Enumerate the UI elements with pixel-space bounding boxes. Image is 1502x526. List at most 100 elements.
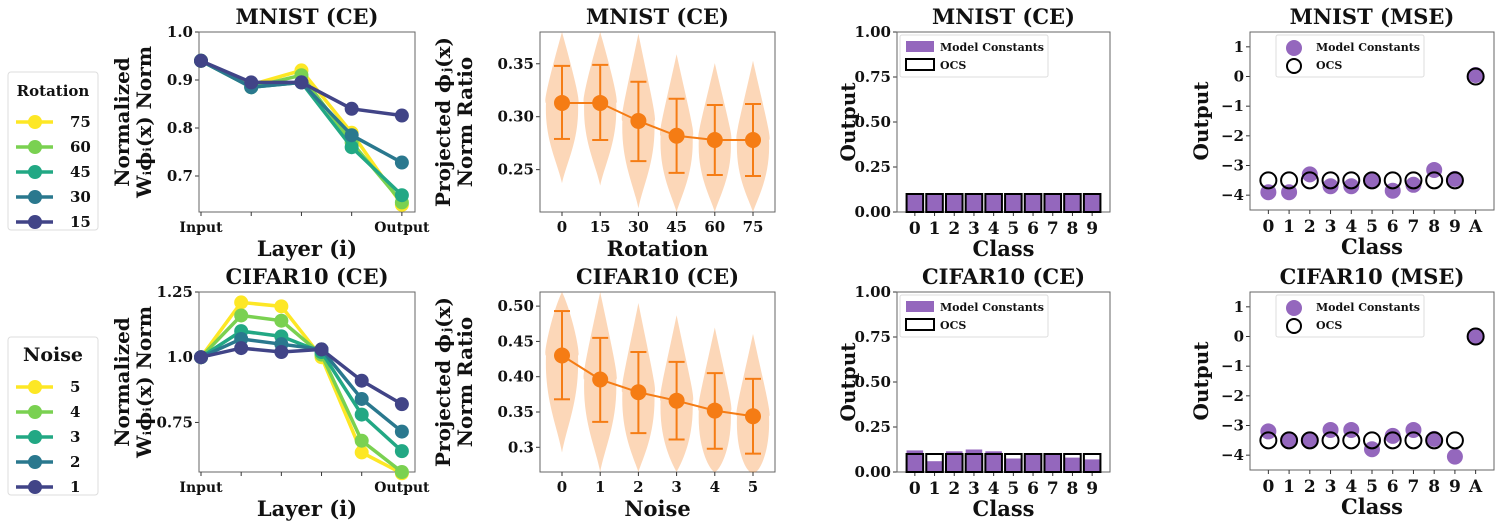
x-tick-label: 9 bbox=[1449, 477, 1461, 497]
y-tick-label: 0.9 bbox=[167, 71, 193, 89]
x-tick-label: 2 bbox=[948, 219, 960, 239]
x-tick-label: 45 bbox=[666, 218, 687, 236]
x-tick-label: 1 bbox=[1283, 217, 1295, 237]
y-tick-label: 0.75 bbox=[156, 413, 193, 431]
x-tick-label: 1 bbox=[595, 478, 605, 496]
bar-model-constant bbox=[926, 461, 943, 472]
point-ocs bbox=[1259, 171, 1278, 190]
x-tick-label: 8 bbox=[1428, 217, 1440, 237]
bar-model-constant bbox=[1064, 457, 1081, 472]
series-line-3 bbox=[200, 329, 404, 453]
point-model-constant bbox=[1281, 432, 1298, 449]
legend-frame bbox=[899, 34, 1049, 78]
x-tick-label: 7 bbox=[1408, 217, 1420, 237]
legend-label: 30 bbox=[70, 188, 91, 206]
bar-model-constant bbox=[985, 194, 1002, 212]
x-tick-label: 4 bbox=[710, 478, 720, 496]
plot-frame bbox=[539, 291, 776, 473]
legend-swatch-ocs bbox=[905, 318, 935, 331]
x-tick-label: Output bbox=[374, 480, 430, 496]
x-tick-label: 8 bbox=[1067, 479, 1079, 499]
legend: Rotation 75 60 45 30 15 bbox=[7, 71, 99, 231]
legend-label: 4 bbox=[70, 403, 80, 421]
legend: Model Constants OCS bbox=[1275, 34, 1425, 78]
bar-model-constant bbox=[965, 449, 983, 472]
bar-ocs bbox=[905, 193, 925, 213]
point-model-constant bbox=[1384, 427, 1401, 444]
point-model-constant bbox=[1301, 166, 1318, 183]
x-tick-label: 2 bbox=[948, 479, 960, 499]
y-tick-label: 0.30 bbox=[497, 108, 534, 126]
data-point bbox=[244, 75, 259, 90]
bar-ocs bbox=[1082, 193, 1102, 213]
legend-label: 45 bbox=[70, 163, 91, 181]
x-tick-label: 9 bbox=[1086, 479, 1098, 499]
legend-marker bbox=[28, 115, 42, 129]
x-tick-label: 7 bbox=[1408, 477, 1420, 497]
y-axis-label: Norm Ratio bbox=[453, 57, 477, 188]
y-tick-label: 1.0 bbox=[167, 348, 193, 366]
legend-marker bbox=[28, 380, 42, 394]
bar-model-constant bbox=[1005, 194, 1022, 212]
point-model-constant bbox=[1405, 176, 1422, 193]
legend-marker-ocs bbox=[1286, 58, 1302, 74]
data-point bbox=[344, 128, 359, 143]
bar-model-constant bbox=[1044, 454, 1062, 472]
legend-marker bbox=[28, 480, 42, 494]
data-point bbox=[314, 342, 329, 357]
y-tick-label: 0.3 bbox=[508, 438, 534, 456]
y-tick-label: −3 bbox=[1221, 417, 1244, 435]
legend-label: 15 bbox=[70, 213, 91, 231]
y-axis-label: Wᵢϕᵢ(x) Norm bbox=[132, 306, 156, 459]
data-point bbox=[394, 188, 409, 203]
data-point bbox=[344, 140, 359, 155]
legend-label: OCS bbox=[1316, 319, 1342, 332]
legend-frame bbox=[899, 294, 1049, 338]
y-tick-label: 0.45 bbox=[497, 332, 534, 350]
data-point bbox=[394, 108, 409, 123]
x-tick-label: 1 bbox=[1283, 477, 1295, 497]
x-tick-label: 9 bbox=[1086, 219, 1098, 239]
y-tick-label: 0.25 bbox=[497, 161, 534, 179]
point-model-constant bbox=[1467, 67, 1484, 84]
y-axis-label: Normalized bbox=[110, 317, 134, 447]
x-axis-label: Class bbox=[973, 236, 1035, 261]
legend-title: Noise bbox=[23, 344, 83, 366]
data-point bbox=[354, 373, 369, 388]
subplot-title: CIFAR10 (CE) bbox=[922, 264, 1085, 289]
y-tick-label: 0.35 bbox=[497, 403, 534, 421]
legend-swatch-ocs bbox=[905, 58, 935, 71]
y-tick-label: −1 bbox=[1221, 97, 1244, 115]
legend-marker-model bbox=[1286, 40, 1302, 56]
legend-swatch-model bbox=[906, 301, 934, 312]
y-tick-label: 0.7 bbox=[167, 167, 193, 185]
data-point bbox=[354, 391, 369, 406]
bar-ocs bbox=[1043, 193, 1063, 213]
legend: Model Constants OCS bbox=[899, 294, 1049, 338]
x-tick-label: 0 bbox=[909, 479, 921, 499]
legend-label: Model Constants bbox=[940, 41, 1044, 54]
x-axis-label: Class bbox=[973, 496, 1035, 521]
mean-point bbox=[706, 402, 723, 419]
x-tick-label: Input bbox=[179, 220, 223, 236]
x-tick-label: 9 bbox=[1449, 217, 1461, 237]
x-tick-label: A bbox=[1468, 217, 1483, 237]
y-axis-label: Normalized bbox=[110, 57, 134, 187]
y-tick-label: −2 bbox=[1221, 387, 1244, 405]
legend-label: Model Constants bbox=[940, 301, 1044, 314]
y-axis-label: Norm Ratio bbox=[453, 317, 477, 448]
point-model-constant bbox=[1426, 430, 1443, 447]
y-tick-label: 0.50 bbox=[854, 113, 891, 131]
y-tick-label: 0.35 bbox=[497, 55, 534, 73]
subplot-1: MNIST (CE) Rotation Projected ϕⱼ(x)Norm Ra… bbox=[431, 4, 776, 261]
x-tick-label: 0 bbox=[1262, 217, 1274, 237]
bar-model-constant bbox=[906, 194, 924, 212]
data-point bbox=[354, 445, 369, 460]
subplot-title: CIFAR10 (MSE) bbox=[1280, 264, 1465, 289]
bar-ocs bbox=[925, 193, 944, 213]
plot-frame bbox=[896, 31, 1111, 213]
legend-label: OCS bbox=[940, 59, 966, 72]
data-point bbox=[274, 299, 289, 314]
